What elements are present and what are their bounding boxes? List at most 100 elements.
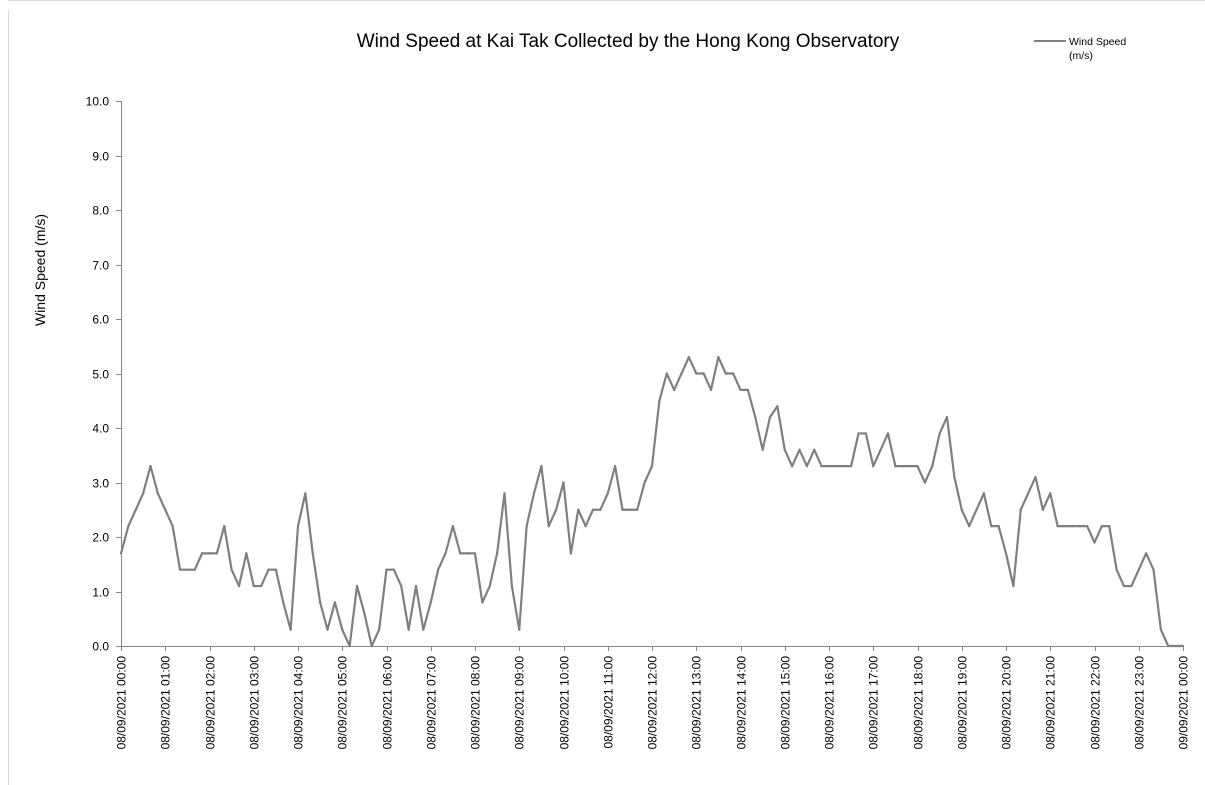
x-tick-label: 08/09/2021 12:00 bbox=[646, 656, 660, 750]
series-line-segment bbox=[304, 492, 314, 555]
series-line-segment bbox=[562, 481, 572, 555]
series-line-segment bbox=[488, 552, 499, 588]
series-line-segment bbox=[503, 492, 513, 588]
series-line-segment bbox=[945, 416, 956, 479]
series-line-segment bbox=[1004, 552, 1015, 588]
series-line-segment bbox=[363, 612, 373, 648]
series-line-segment bbox=[260, 568, 270, 588]
series-line-segment bbox=[245, 552, 255, 588]
series-line-segment bbox=[355, 584, 366, 615]
series-line-segment bbox=[923, 465, 934, 484]
legend-label-line-1: Wind Speed bbox=[1069, 36, 1126, 48]
series-line-segment bbox=[636, 481, 646, 511]
series-line-segment bbox=[481, 584, 491, 604]
series-line-segment bbox=[230, 568, 241, 588]
x-tick-label: 08/09/2021 17:00 bbox=[867, 656, 881, 750]
series-line-segment bbox=[599, 492, 609, 511]
x-tick-label: 08/09/2021 11:00 bbox=[602, 656, 616, 749]
series-line-segment bbox=[444, 524, 454, 555]
series-line-segment bbox=[400, 584, 410, 631]
series-line-segment bbox=[1130, 568, 1140, 588]
y-tick-label: 8.0 bbox=[92, 204, 109, 218]
x-tick-label: 08/09/2021 20:00 bbox=[1000, 656, 1014, 750]
series-line-segment bbox=[931, 432, 941, 468]
series-line-segment bbox=[916, 465, 926, 484]
series-line-segment bbox=[237, 552, 248, 588]
series-line-segment bbox=[702, 372, 713, 391]
x-tick-label: 08/09/2021 09:00 bbox=[513, 656, 527, 750]
series-line-segment bbox=[1049, 492, 1059, 528]
legend-label-line-2: (m/s) bbox=[1069, 50, 1093, 62]
series-line-segment bbox=[1159, 628, 1170, 648]
series-line-segment bbox=[886, 432, 897, 468]
y-tick-label: 0.0 bbox=[92, 640, 109, 654]
x-tick-label: 08/09/2021 13:00 bbox=[690, 656, 704, 750]
series-line-segment bbox=[1145, 552, 1155, 571]
series-line-segment bbox=[555, 481, 565, 511]
series-line-segment bbox=[960, 508, 971, 528]
series-line-segment bbox=[215, 524, 226, 555]
series-line-segment bbox=[709, 356, 720, 391]
series-line-segment bbox=[997, 524, 1008, 555]
series-line-segment bbox=[496, 492, 506, 555]
x-tick-label: 08/09/2021 04:00 bbox=[292, 656, 306, 750]
y-axis: 0.0 1.0 2.0 3.0 4.0 5.0 6.0 7.0 8.0 9.0 10.0 bbox=[86, 95, 122, 654]
x-tick-label: 08/09/2021 10:00 bbox=[558, 656, 572, 750]
series-line-segment bbox=[872, 448, 882, 468]
series-line-segment bbox=[746, 388, 757, 419]
series-line-segment bbox=[805, 448, 816, 468]
series-line-segment bbox=[938, 416, 949, 435]
series-line-segment bbox=[687, 356, 698, 375]
series-line-segment bbox=[142, 465, 152, 495]
series-line-segment bbox=[643, 465, 654, 484]
series-line-segment bbox=[776, 405, 786, 451]
legend: Wind Speed (m/s) bbox=[1034, 36, 1126, 62]
series-line-segment bbox=[768, 405, 779, 419]
series-point bbox=[1181, 644, 1185, 648]
series-line-segment bbox=[968, 508, 978, 528]
series-line-segment bbox=[717, 356, 727, 375]
y-tick-label: 5.0 bbox=[92, 368, 109, 382]
series-line-segment bbox=[547, 508, 558, 528]
series-line-segment bbox=[569, 508, 580, 555]
series-line-segment bbox=[473, 552, 484, 604]
series-line-segment bbox=[149, 465, 159, 495]
series-line-segment bbox=[879, 432, 890, 451]
series-line-segment bbox=[761, 416, 772, 451]
x-axis: 08/09/2021 00:00 08/09/2021 01:00 08/09/20… bbox=[115, 646, 1191, 749]
series-line-segment bbox=[1027, 475, 1037, 495]
series-line-segment bbox=[614, 465, 624, 511]
series-layer bbox=[119, 356, 1185, 648]
y-tick-label: 9.0 bbox=[92, 150, 109, 164]
series-line-segment bbox=[1115, 568, 1126, 588]
x-tick-label: 08/09/2021 22:00 bbox=[1089, 656, 1103, 750]
x-tick-label: 08/09/2021 21:00 bbox=[1044, 656, 1058, 750]
series-line-segment bbox=[127, 508, 137, 528]
series-line-segment bbox=[119, 524, 130, 555]
series-line-segment bbox=[1137, 552, 1148, 571]
series-line-segment bbox=[680, 356, 690, 375]
series-line-segment bbox=[665, 372, 676, 391]
series-line-segment bbox=[1086, 524, 1096, 544]
series-line-segment bbox=[164, 508, 174, 528]
series-line-segment bbox=[850, 432, 860, 468]
x-tick-label: 08/09/2021 15:00 bbox=[779, 656, 793, 750]
series-line-segment bbox=[658, 372, 668, 402]
x-tick-label: 08/09/2021 19:00 bbox=[956, 656, 970, 750]
series-line-segment bbox=[1093, 524, 1103, 544]
x-tick-label: 08/09/2021 18:00 bbox=[912, 656, 926, 750]
y-tick-label: 3.0 bbox=[92, 477, 109, 491]
series-line-segment bbox=[156, 492, 167, 511]
series-line-segment bbox=[414, 584, 425, 631]
x-tick-label: 08/09/2021 07:00 bbox=[425, 656, 439, 750]
series-line-segment bbox=[296, 492, 307, 528]
series-line-segment bbox=[1152, 568, 1162, 631]
series-line-segment bbox=[378, 568, 388, 631]
x-tick-label: 08/09/2021 06:00 bbox=[381, 656, 395, 750]
series-line-segment bbox=[525, 492, 536, 528]
series-line-segment bbox=[982, 492, 993, 528]
chart-title: Wind Speed at Kai Tak Collected by the H… bbox=[357, 31, 900, 52]
series-line-segment bbox=[577, 508, 587, 528]
series-line-segment bbox=[953, 475, 963, 511]
